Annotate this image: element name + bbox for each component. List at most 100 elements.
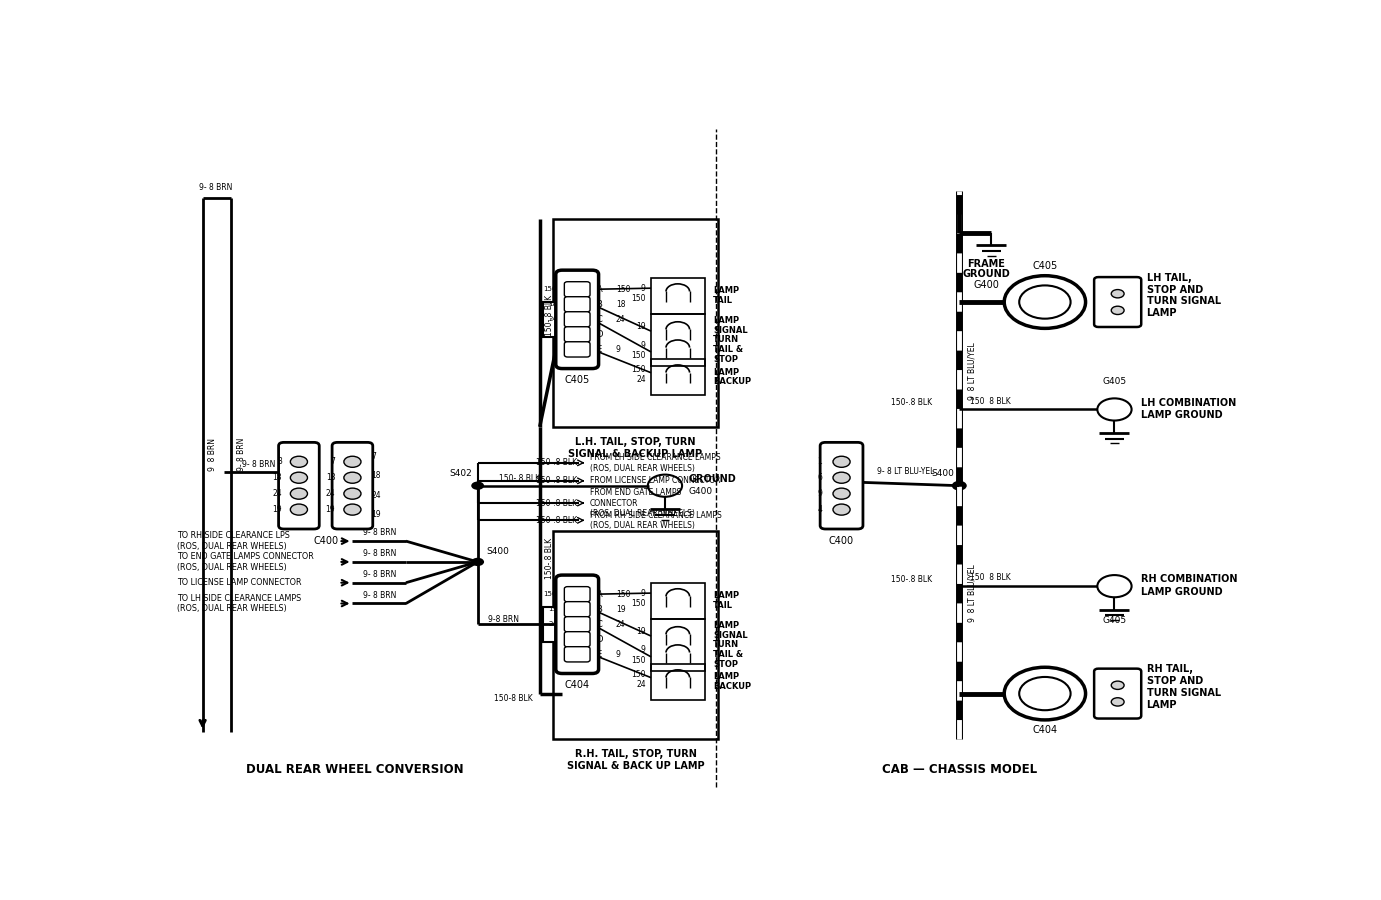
Text: 18: 18 <box>371 472 381 481</box>
Text: 18: 18 <box>326 473 336 482</box>
Text: B: B <box>597 605 602 614</box>
Text: 150-.8 BLK: 150-.8 BLK <box>891 575 932 584</box>
Text: 9: 9 <box>641 645 646 654</box>
Circle shape <box>344 504 360 515</box>
Text: 9- 8 BRN: 9- 8 BRN <box>242 461 275 470</box>
Bar <box>650 314 704 365</box>
FancyBboxPatch shape <box>565 616 590 632</box>
Text: 9-.8 BRN: 9-.8 BRN <box>238 437 246 472</box>
Text: 1: 1 <box>818 457 822 466</box>
Circle shape <box>1004 667 1085 720</box>
Text: 24: 24 <box>637 680 646 689</box>
Text: STOP AND: STOP AND <box>1146 284 1203 294</box>
Text: 150: 150 <box>544 591 557 598</box>
Text: STOP: STOP <box>713 355 737 364</box>
Text: 9: 9 <box>641 589 646 598</box>
Text: 150-8 BLK: 150-8 BLK <box>493 694 532 703</box>
Bar <box>552 531 718 739</box>
Text: TURN SIGNAL: TURN SIGNAL <box>1146 688 1221 698</box>
Text: TO RH SIDE CLEARANCE LPS
(ROS, DUAL REAR WHEELS): TO RH SIDE CLEARANCE LPS (ROS, DUAL REAR… <box>177 531 290 551</box>
Circle shape <box>833 456 851 467</box>
Text: 150-.8 BLK: 150-.8 BLK <box>536 516 577 525</box>
Text: 24: 24 <box>637 375 646 384</box>
Text: 9- 8 BRN: 9- 8 BRN <box>362 570 396 579</box>
Text: FROM END GATE LAMPS
CONNECTOR
(ROS, DUAL REAR WHEELS): FROM END GATE LAMPS CONNECTOR (ROS, DUAL… <box>590 488 695 517</box>
Circle shape <box>471 482 485 490</box>
Text: G400: G400 <box>974 280 998 290</box>
Circle shape <box>1112 290 1124 298</box>
Text: LAMP: LAMP <box>1146 699 1177 710</box>
Text: TURN: TURN <box>713 640 739 649</box>
Text: 9: 9 <box>616 650 620 659</box>
FancyBboxPatch shape <box>565 587 590 602</box>
Text: B: B <box>597 300 602 309</box>
Circle shape <box>1004 275 1085 328</box>
Text: 9  8 LT BLU/YEL: 9 8 LT BLU/YEL <box>968 564 976 622</box>
Text: S402: S402 <box>450 469 472 478</box>
Text: L.H. TAIL, STOP, TURN
SIGNAL & BACKUP LAMP: L.H. TAIL, STOP, TURN SIGNAL & BACKUP LA… <box>569 437 703 459</box>
FancyBboxPatch shape <box>555 575 598 673</box>
Text: 150: 150 <box>631 599 646 608</box>
Text: 9- 8 BRN: 9- 8 BRN <box>362 549 396 558</box>
Circle shape <box>290 488 308 500</box>
Text: C: C <box>597 620 602 629</box>
Text: 9: 9 <box>818 490 822 499</box>
Circle shape <box>290 504 308 515</box>
Text: 150: 150 <box>616 284 630 293</box>
Text: 24: 24 <box>616 315 626 324</box>
FancyBboxPatch shape <box>331 443 373 529</box>
Text: S400: S400 <box>931 469 954 478</box>
Text: 9- 8 BRN: 9- 8 BRN <box>362 528 396 537</box>
Text: RH COMBINATION: RH COMBINATION <box>1141 574 1237 584</box>
Text: 9-8 BRN: 9-8 BRN <box>489 615 519 624</box>
Text: 9: 9 <box>552 346 557 353</box>
FancyBboxPatch shape <box>1094 669 1141 718</box>
Text: D: D <box>597 330 603 339</box>
Text: 150-.8 BLK: 150-.8 BLK <box>536 499 577 508</box>
Text: SIGNAL: SIGNAL <box>713 326 747 335</box>
Text: CAB — CHASSIS MODEL: CAB — CHASSIS MODEL <box>881 763 1037 777</box>
Text: LAMP GROUND: LAMP GROUND <box>1141 587 1222 597</box>
Text: 24: 24 <box>548 317 557 322</box>
Text: TAIL: TAIL <box>713 296 733 305</box>
Text: 150  8 BLK: 150 8 BLK <box>969 397 1011 406</box>
Text: DUAL REAR WHEEL CONVERSION: DUAL REAR WHEEL CONVERSION <box>246 763 464 777</box>
Text: 7: 7 <box>371 452 377 461</box>
Text: 24: 24 <box>371 491 381 500</box>
Text: 19: 19 <box>1039 689 1051 698</box>
Text: 9: 9 <box>552 652 557 657</box>
FancyBboxPatch shape <box>565 282 590 297</box>
FancyBboxPatch shape <box>279 443 319 529</box>
FancyBboxPatch shape <box>565 632 590 647</box>
Circle shape <box>344 472 360 483</box>
Text: G405: G405 <box>1102 616 1127 625</box>
Text: C405: C405 <box>565 374 590 385</box>
Text: 19: 19 <box>637 322 646 331</box>
Text: 9- 8 BRN: 9- 8 BRN <box>362 590 396 599</box>
Text: 19: 19 <box>548 607 557 612</box>
Text: 150-.8 BLK: 150-.8 BLK <box>499 474 540 483</box>
Circle shape <box>1019 285 1070 319</box>
Text: TAIL: TAIL <box>713 601 733 610</box>
Text: 150: 150 <box>616 590 630 598</box>
Text: 150-.8 BLK: 150-.8 BLK <box>545 295 554 337</box>
Text: LAMP: LAMP <box>713 672 739 681</box>
Text: D: D <box>597 634 603 644</box>
Text: TO END GATE LAMPS CONNECTOR
(ROS, DUAL REAR WHEELS): TO END GATE LAMPS CONNECTOR (ROS, DUAL R… <box>177 553 313 572</box>
Text: C404: C404 <box>1033 724 1058 734</box>
Text: LAMP: LAMP <box>713 316 739 325</box>
Bar <box>650 278 704 314</box>
Text: G400: G400 <box>689 487 713 496</box>
Text: 24: 24 <box>616 620 626 629</box>
Text: 9- 8 BRN: 9- 8 BRN <box>199 184 232 193</box>
Text: 24: 24 <box>548 621 557 627</box>
Text: 19: 19 <box>326 505 336 514</box>
Text: 4: 4 <box>818 505 822 514</box>
Text: 9: 9 <box>616 345 620 354</box>
Circle shape <box>1112 698 1124 706</box>
Circle shape <box>1098 399 1131 420</box>
Text: 9  8 LT BLU/YEL: 9 8 LT BLU/YEL <box>968 343 976 400</box>
FancyBboxPatch shape <box>565 647 590 662</box>
Text: S400: S400 <box>486 547 510 556</box>
Text: 150-.8 BLK: 150-.8 BLK <box>536 476 577 485</box>
